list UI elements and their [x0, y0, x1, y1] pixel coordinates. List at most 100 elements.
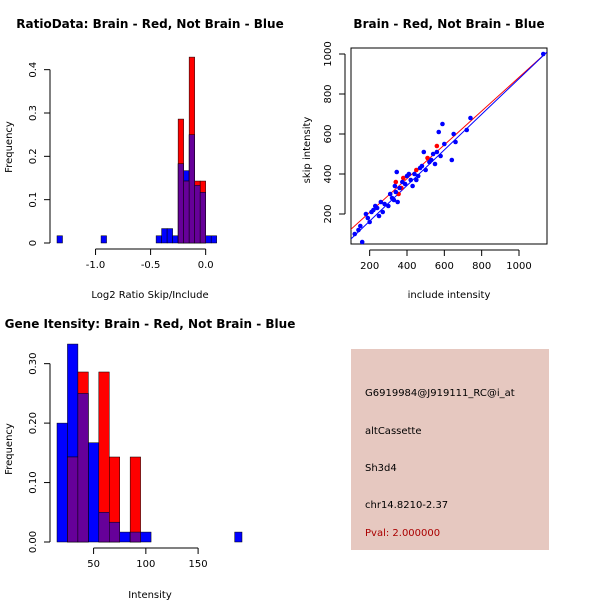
intensity-x-axis: 50 100 150 [87, 547, 208, 570]
x-tick-label: -1.0 [86, 260, 106, 271]
y-tick-label: 0 [28, 240, 39, 246]
y-tick-label: 0.3 [28, 105, 39, 121]
x-tick-label: 1000 [506, 261, 531, 272]
blue-point [438, 153, 443, 159]
blue-point [359, 239, 365, 245]
scatter-chart-title: Brain - Red, Not Brain - Blue [353, 17, 544, 31]
blue-bar [119, 531, 131, 543]
y-tick-label: 400 [323, 164, 334, 183]
scatter-x-axis: 200 400 600 800 1000 [360, 249, 532, 272]
blue-bar [172, 235, 179, 244]
blue-point [406, 171, 412, 177]
overlap-bar [67, 456, 79, 543]
overlap-bar [188, 134, 195, 244]
overlap-bar [77, 393, 89, 543]
blue-point [442, 141, 447, 147]
y-tick-label: 600 [323, 124, 334, 143]
blue-point [430, 151, 436, 157]
blue-point [358, 223, 363, 229]
scatter-points-group [352, 51, 546, 245]
intensity-y-axis-label: Frequency [4, 423, 15, 475]
ratio-y-axis: 0 0.1 0.2 0.3 0.4 [28, 62, 51, 246]
blue-bar [100, 235, 107, 244]
blue-point [436, 129, 442, 135]
blue-point [423, 167, 428, 173]
blue-point [378, 199, 384, 205]
red-point [414, 167, 419, 173]
x-tick-label: 400 [397, 261, 416, 272]
blue-point [387, 191, 393, 197]
blue-bar [56, 422, 68, 543]
intensity-y-axis: 0.00 0.10 0.20 0.30 [28, 353, 51, 553]
blue-point [395, 199, 400, 205]
y-tick-label: 0.00 [28, 531, 39, 553]
info-gene-name: Sh3d4 [365, 463, 397, 474]
blue-point [397, 185, 402, 191]
blue-point [376, 213, 382, 219]
x-tick-label: 800 [472, 261, 491, 272]
overlap-bar [98, 512, 110, 543]
x-tick-label: 0.0 [198, 260, 214, 271]
blue-bar [205, 235, 212, 244]
blue-point [363, 211, 369, 217]
y-tick-label: 0.1 [28, 192, 39, 208]
blue-point [449, 157, 455, 163]
x-tick-label: 200 [360, 261, 379, 272]
y-tick-label: 200 [323, 204, 334, 223]
blue-point [391, 197, 397, 203]
scatter-plot-frame [350, 47, 548, 245]
overlap-bar [183, 180, 190, 244]
blue-bar [140, 531, 152, 543]
blue-point [365, 215, 371, 221]
blue-bar [88, 442, 100, 543]
x-tick-label: 50 [87, 559, 100, 570]
blue-point [382, 201, 387, 207]
blue-point [352, 231, 358, 237]
blue-point [356, 227, 361, 233]
blue-point [451, 131, 456, 137]
blue-point [468, 115, 473, 121]
blue-point [410, 183, 415, 189]
info-location: chr14.8210-2.37 [365, 500, 448, 511]
blue-point [392, 183, 398, 189]
info-panel: G6919984@J919111_RC@i_at altCassette Sh3… [351, 349, 549, 550]
x-tick-label: 100 [136, 559, 155, 570]
intensity-bars-group [56, 343, 243, 543]
blue-bar [161, 228, 168, 244]
blue-point [408, 177, 414, 183]
blue-point [412, 171, 417, 177]
blue-point [394, 169, 400, 175]
blue-bar [155, 235, 162, 244]
blue-fit-line [351, 51, 547, 240]
y-tick-label: 0.2 [28, 148, 39, 164]
x-tick-label: 150 [189, 559, 208, 570]
y-tick-label: 0.10 [28, 471, 39, 493]
y-tick-label: 0.30 [28, 353, 39, 375]
scatter-panel: Brain - Red, Not Brain - Blue 200 400 600 8… [302, 17, 548, 301]
scatter-y-axis-label: skip intensity [302, 117, 313, 184]
blue-point [393, 189, 399, 195]
blue-point [540, 51, 546, 57]
overlap-bar [194, 185, 201, 244]
blue-point [374, 205, 380, 211]
red-point [425, 155, 430, 161]
x-tick-label: -0.5 [141, 260, 161, 271]
ratio-x-axis: -1.0 -0.5 0.0 [86, 248, 214, 271]
blue-point [419, 163, 425, 169]
info-panel-background [351, 349, 549, 550]
red-point [434, 143, 440, 149]
blue-point [367, 219, 372, 225]
y-tick-label: 0.4 [28, 62, 39, 78]
blue-bar [166, 228, 173, 244]
overlap-bar [177, 163, 184, 244]
blue-point [414, 177, 419, 183]
blue-bar [210, 235, 217, 244]
overlap-bar [199, 192, 206, 244]
red-point [400, 175, 406, 181]
ratio-chart-title: RatioData: Brain - Red, Not Brain - Blue [16, 17, 283, 31]
blue-point [428, 157, 434, 163]
scatter-y-axis: 200 400 600 800 1000 [323, 41, 346, 224]
blue-point [464, 127, 470, 133]
blue-point [421, 149, 427, 155]
